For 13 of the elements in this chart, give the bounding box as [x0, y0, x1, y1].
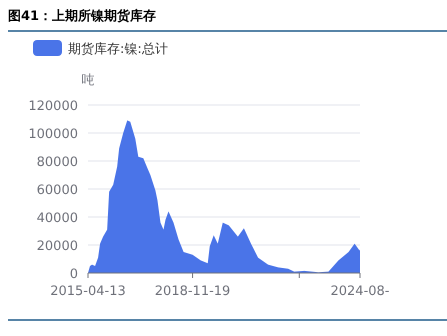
- y-tick-label: 0: [70, 267, 78, 282]
- y-tick-label: 80000: [36, 155, 78, 170]
- y-tick-label: 120000: [28, 99, 78, 114]
- x-tick-label: 2015-04-13: [50, 284, 126, 299]
- y-tick-label: 60000: [36, 183, 78, 198]
- y-tick-label: 100000: [28, 127, 78, 142]
- y-tick-label: 40000: [36, 211, 78, 226]
- chart-title: 图41：上期所镍期货库存: [8, 8, 156, 24]
- y-tick-label: 20000: [36, 239, 78, 254]
- legend-label: 期货库存:镍:总计: [68, 42, 168, 57]
- x-tick-label: 2018-11-19: [154, 284, 230, 299]
- y-axis-title: 吨: [82, 73, 94, 88]
- x-tick-label: 2024-08-: [330, 284, 390, 299]
